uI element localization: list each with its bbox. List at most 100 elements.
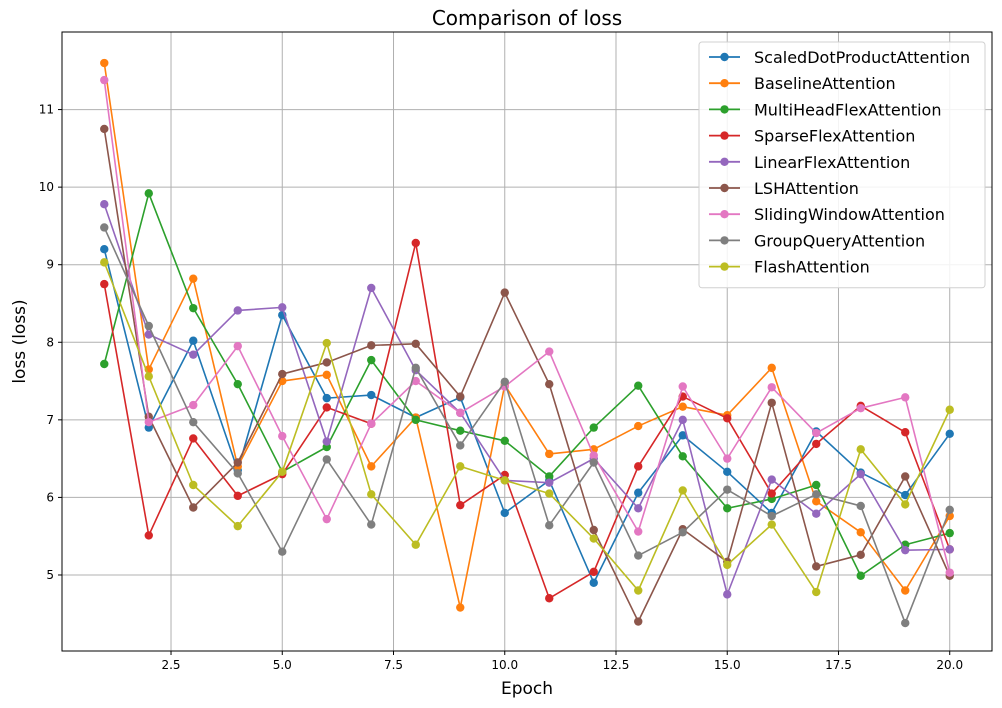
y-axis-label: loss (loss): [10, 299, 30, 383]
data-point: [322, 514, 331, 524]
data-point: [500, 476, 509, 485]
series-line: [103, 262, 951, 593]
legend-marker: [720, 52, 729, 62]
data-point: [278, 303, 287, 312]
data-point: [812, 480, 821, 490]
legend-marker: [720, 183, 729, 193]
data-point: [144, 321, 153, 331]
data-point: [812, 562, 821, 571]
legend-label: ScaledDotProductAttention: [754, 48, 970, 67]
x-tick-label: 7.5: [384, 658, 403, 672]
data-point: [723, 590, 732, 599]
data-point: [189, 303, 198, 313]
x-tick-label: 17.5: [825, 658, 852, 672]
legend-item: SparseFlexAttention: [709, 127, 915, 146]
data-point: [812, 490, 821, 499]
data-point: [189, 503, 198, 512]
data-point: [634, 462, 643, 471]
data-point: [634, 551, 643, 560]
legend-marker: [720, 262, 729, 271]
data-point: [901, 545, 910, 555]
data-point: [723, 485, 732, 494]
data-point: [367, 390, 376, 400]
data-point: [411, 363, 420, 373]
data-point: [278, 467, 287, 477]
legend-item: LinearFlexAttention: [709, 153, 910, 172]
data-point: [100, 359, 109, 369]
data-point: [723, 414, 732, 423]
series-line: [103, 128, 951, 623]
data-point: [100, 75, 109, 85]
series-line: [103, 203, 950, 596]
data-point: [411, 540, 420, 549]
data-point: [589, 534, 598, 543]
data-point: [901, 586, 910, 595]
data-point: [767, 363, 776, 373]
legend-label: FlashAttention: [754, 258, 870, 277]
y-tick-label: 10: [39, 180, 54, 194]
legend-label: LinearFlexAttention: [754, 153, 910, 172]
x-tick-label: 2.5: [161, 658, 180, 672]
legend-marker: [720, 105, 729, 114]
data-point: [100, 124, 109, 134]
data-point: [856, 404, 865, 413]
legend-box: [698, 41, 986, 289]
legend-label: BaselineAttention: [754, 74, 896, 93]
legend-item: SlidingWindowAttention: [709, 205, 945, 224]
data-point: [100, 258, 109, 267]
data-point: [456, 426, 465, 435]
data-point: [411, 415, 420, 425]
data-point: [189, 350, 198, 359]
legend-marker: [720, 236, 729, 245]
data-point: [189, 336, 198, 345]
data-point: [812, 587, 821, 597]
data-point: [767, 511, 776, 521]
x-axis: 2.5 5.0 7.5 10.0 12.5 15.0 17.5 20.0: [161, 651, 963, 672]
data-point: [812, 428, 821, 438]
data-point: [545, 472, 554, 481]
data-point: [678, 528, 687, 537]
series-line: [103, 248, 951, 584]
series-8: [100, 258, 954, 597]
data-point: [767, 475, 776, 484]
data-point: [678, 431, 687, 440]
data-point: [456, 392, 465, 401]
data-point: [189, 400, 198, 410]
data-point: [322, 338, 331, 348]
data-point: [634, 488, 643, 497]
chart-title: Comparison of loss: [432, 6, 622, 30]
data-point: [545, 521, 554, 530]
data-point: [856, 550, 865, 560]
data-point: [322, 393, 331, 403]
data-point: [233, 458, 242, 467]
series-line: [103, 79, 951, 573]
legend-marker: [720, 131, 729, 140]
data-point: [278, 547, 287, 556]
data-point: [589, 423, 598, 432]
data-point: [634, 617, 643, 626]
data-point: [678, 402, 687, 411]
data-point: [233, 306, 242, 315]
data-point: [144, 372, 153, 381]
data-point: [901, 428, 910, 437]
x-tick-label: 12.5: [603, 658, 630, 672]
data-point: [456, 462, 465, 471]
legend-label: MultiHeadFlexAttention: [754, 100, 941, 119]
legend-item: MultiHeadFlexAttention: [709, 100, 941, 119]
data-point: [945, 528, 954, 538]
data-point: [233, 521, 242, 531]
data-point: [678, 382, 687, 391]
data-point: [456, 500, 465, 510]
data-point: [545, 347, 554, 356]
data-point: [144, 531, 153, 540]
data-point: [100, 223, 109, 232]
data-point: [367, 520, 376, 529]
y-tick-label: 5: [46, 568, 54, 582]
legend-label: SparseFlexAttention: [754, 127, 915, 146]
data-point: [100, 200, 109, 209]
data-point: [233, 341, 242, 351]
data-point: [634, 421, 643, 431]
legend-item: FlashAttention: [709, 258, 870, 277]
data-point: [812, 497, 821, 506]
